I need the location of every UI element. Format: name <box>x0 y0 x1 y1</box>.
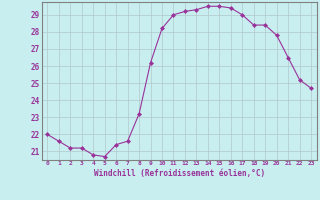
X-axis label: Windchill (Refroidissement éolien,°C): Windchill (Refroidissement éolien,°C) <box>94 169 265 178</box>
